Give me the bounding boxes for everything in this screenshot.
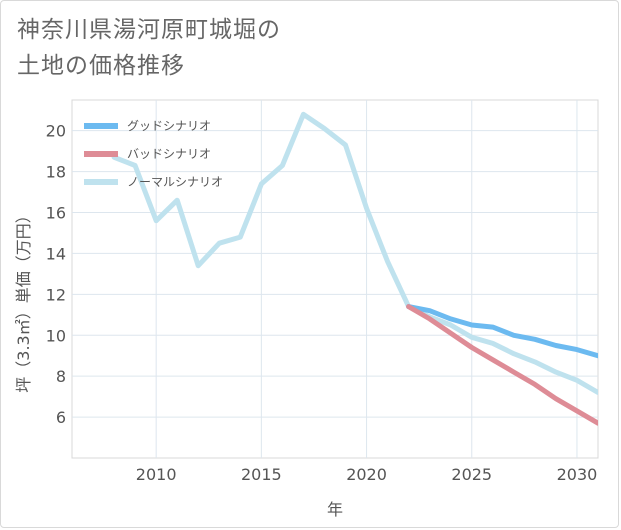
x-tick-label-2010: 2010 <box>136 465 177 484</box>
y-tick-label-6: 6 <box>56 408 66 427</box>
y-axis-title: 坪（3.3㎡）単価（万円） <box>14 207 33 392</box>
x-tick-label-2020: 2020 <box>346 465 387 484</box>
y-tick-label-20: 20 <box>46 122 66 141</box>
title-line-1: 神奈川県湯河原町城堀の <box>17 17 281 43</box>
series-line-1 <box>406 304 598 426</box>
x-tick-label-2015: 2015 <box>241 465 282 484</box>
series-line-0 <box>406 304 598 359</box>
legend-label-2: ノーマルシナリオ <box>127 175 223 189</box>
y-tick-label-12: 12 <box>46 285 66 304</box>
plot-area <box>71 99 599 459</box>
series-lines <box>111 111 598 426</box>
x-axis-title: 年 <box>327 500 343 519</box>
series-line-2 <box>111 111 598 395</box>
tick-labels: 6 8 10 12 14 16 18 20 2010 2015 2020 2025 2030 <box>46 122 598 484</box>
x-tick-label-2025: 2025 <box>451 465 492 484</box>
y-tick-label-16: 16 <box>46 204 66 223</box>
chart-title: 神奈川県湯河原町城堀の 土地の価格推移 <box>17 12 377 84</box>
title-line-2: 土地の価格推移 <box>17 53 185 79</box>
y-tick-label-10: 10 <box>46 326 66 345</box>
grid-lines <box>72 100 598 458</box>
legend-label-0: グッドシナリオ <box>127 119 211 133</box>
legend-label-1: バッドシナリオ <box>127 147 211 161</box>
y-tick-label-8: 8 <box>56 367 66 386</box>
x-tick-label-2030: 2030 <box>557 465 598 484</box>
y-tick-label-18: 18 <box>46 163 66 182</box>
y-tick-label-14: 14 <box>46 244 66 263</box>
